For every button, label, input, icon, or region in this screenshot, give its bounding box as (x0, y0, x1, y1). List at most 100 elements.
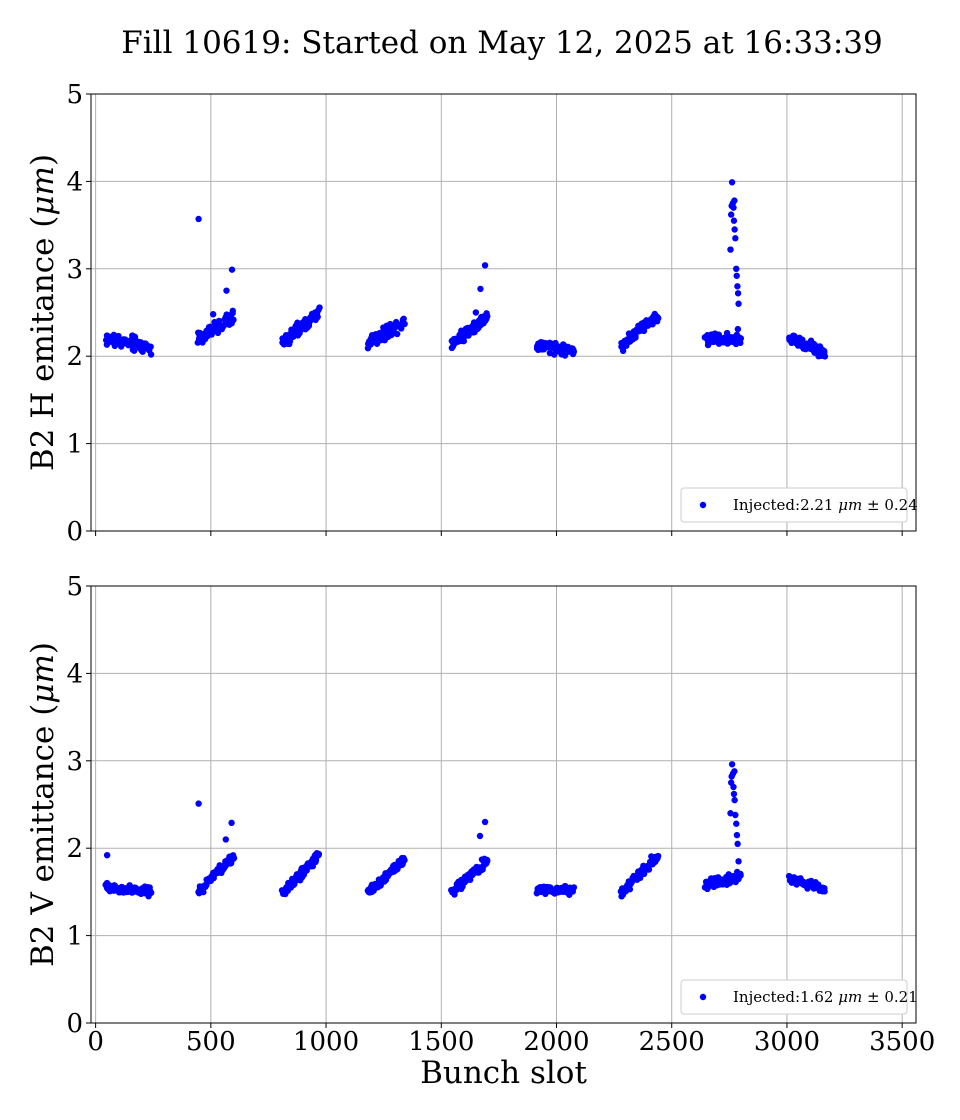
data-point (401, 320, 408, 328)
data-point (734, 283, 741, 290)
data-point (195, 800, 202, 807)
data-point (737, 870, 744, 878)
data-point (115, 332, 122, 340)
y-tick-label: 2 (66, 342, 83, 372)
data-point (401, 856, 408, 864)
data-point (731, 226, 738, 233)
data-point (223, 287, 230, 294)
x-tick-label: 2500 (639, 1027, 705, 1057)
y-axis-label: B2 H emitance (μm) (25, 154, 61, 471)
data-point (476, 832, 484, 840)
x-tick-label: 500 (186, 1027, 236, 1057)
data-point (570, 348, 578, 355)
y-tick-label: 3 (66, 747, 83, 777)
data-point (551, 351, 558, 358)
data-point (228, 819, 235, 827)
data-point (147, 343, 154, 350)
axes: 0 1 2 3 4 5 (66, 80, 917, 547)
data-point (315, 850, 322, 858)
y-tick-label: 3 (66, 255, 83, 285)
legend-marker (699, 993, 707, 1001)
axes-frame (90, 585, 917, 1024)
data-point (728, 202, 735, 210)
data-point (730, 790, 738, 798)
data-point (637, 874, 644, 882)
data-point (316, 304, 323, 311)
x-tick-label: 2000 (523, 1027, 589, 1057)
data-point (731, 197, 738, 204)
data-point (477, 285, 484, 293)
x-axis-label: Bunch slot (420, 1055, 587, 1091)
data-point (209, 311, 217, 318)
data-point (821, 888, 828, 895)
data-point (632, 332, 639, 340)
data-point (731, 796, 738, 804)
data-point (472, 309, 480, 316)
y-tick-label: 0 (66, 517, 83, 547)
data-point (655, 314, 662, 322)
data-point (730, 783, 737, 791)
legend-label: Injected:1.62 μm ± 0.21 (733, 988, 918, 1006)
data-point (734, 290, 742, 297)
data-point (728, 179, 736, 186)
y-tick-label: 5 (66, 572, 83, 602)
y-axis-label: B2 V emittance (μm) (25, 642, 61, 967)
grid (91, 585, 916, 1024)
data-point (727, 211, 735, 218)
data-points (102, 179, 829, 360)
data-point (103, 851, 111, 859)
panel-v-emittance: 0 1 2 3 4 5 0 500 1000 1500 2000 2500 3000 3500 B2 V … (25, 572, 935, 1091)
y-tick-label: 0 (66, 1009, 83, 1039)
y-tick-label: 1 (66, 430, 83, 460)
data-point (131, 347, 138, 354)
data-point (728, 773, 735, 780)
data-point (619, 347, 627, 355)
legend-frame (680, 487, 908, 523)
data-point (148, 889, 155, 896)
data-point (484, 312, 491, 320)
data-point (731, 768, 738, 775)
data-point (147, 351, 155, 358)
data-point (732, 235, 739, 242)
data-point (229, 307, 236, 315)
data-point (230, 316, 237, 324)
data-point (735, 858, 742, 865)
data-point (733, 831, 741, 839)
x-tick-label: 3500 (869, 1027, 935, 1057)
axes: 0 1 2 3 4 5 0 500 1000 1500 2000 2500 3000 3500 (66, 572, 935, 1057)
y-tick-label: 5 (66, 80, 83, 110)
data-point (649, 321, 656, 328)
data-point (735, 300, 742, 307)
y-tick-label: 4 (66, 167, 83, 197)
y-tick-label: 4 (66, 659, 83, 689)
data-point (733, 265, 740, 272)
data-point (222, 836, 230, 843)
data-point (733, 820, 740, 827)
data-point (727, 246, 734, 253)
data-point (570, 884, 578, 891)
data-point (481, 818, 489, 826)
data-point (314, 313, 321, 321)
data-point (230, 854, 238, 862)
data-points (102, 761, 828, 900)
data-point (400, 315, 407, 322)
data-point (654, 852, 662, 860)
axes-frame (90, 93, 917, 532)
legend-frame (680, 979, 908, 1015)
data-point (730, 217, 738, 224)
data-point (728, 761, 736, 768)
x-tick-label: 1000 (293, 1027, 359, 1057)
data-point (481, 262, 489, 269)
data-point (645, 866, 653, 873)
data-point (228, 266, 236, 273)
data-point (727, 810, 734, 817)
data-point (734, 840, 741, 848)
legend: Injected:2.21 μm ± 0.24 (680, 487, 918, 523)
y-tick-label: 1 (66, 922, 83, 952)
data-point (737, 335, 745, 342)
panel-h-emittance: 0 1 2 3 4 5 B2 H emitance (μm) Injected:2.21 … (25, 80, 918, 547)
data-point (393, 330, 401, 338)
x-tick-label: 3000 (754, 1027, 820, 1057)
data-point (732, 811, 739, 819)
